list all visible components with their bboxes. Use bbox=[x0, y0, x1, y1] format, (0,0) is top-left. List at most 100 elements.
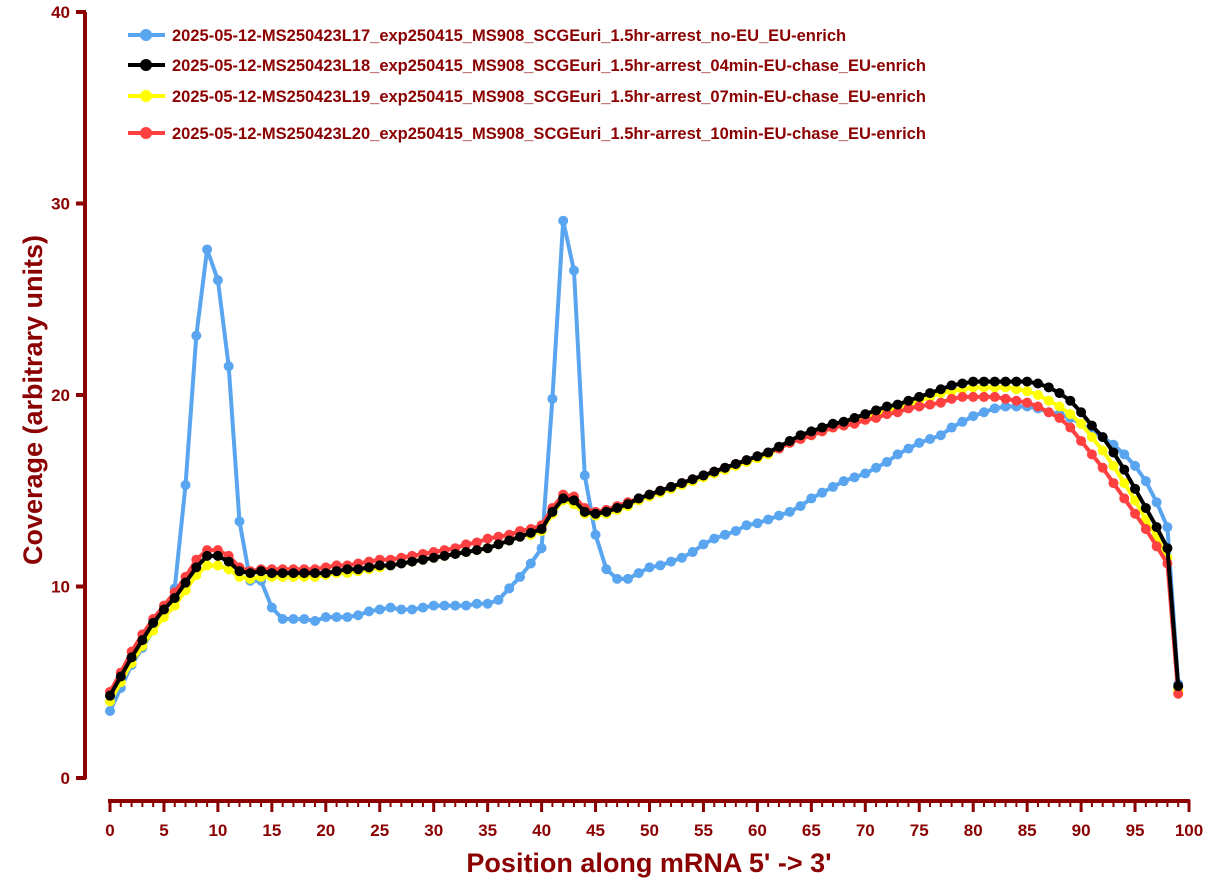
data-point bbox=[881, 409, 892, 420]
data-point bbox=[633, 493, 644, 504]
data-point bbox=[331, 612, 342, 623]
data-point bbox=[547, 393, 558, 404]
data-point bbox=[1043, 382, 1054, 393]
data-point bbox=[860, 409, 871, 420]
data-point bbox=[417, 554, 428, 565]
data-point bbox=[687, 547, 698, 558]
legend-swatch-marker bbox=[140, 29, 152, 41]
data-point bbox=[450, 548, 461, 559]
legend-swatch-marker bbox=[140, 127, 152, 139]
data-point bbox=[212, 275, 223, 286]
data-point bbox=[482, 533, 493, 544]
data-point bbox=[579, 470, 590, 481]
data-point bbox=[1076, 435, 1087, 446]
x-tick-label: 100 bbox=[1175, 821, 1203, 840]
data-point bbox=[256, 566, 267, 577]
data-point bbox=[698, 539, 709, 550]
data-point bbox=[374, 604, 385, 615]
data-point bbox=[515, 531, 526, 542]
data-point bbox=[968, 376, 979, 387]
data-point bbox=[784, 435, 795, 446]
data-point bbox=[504, 535, 515, 546]
data-point bbox=[644, 489, 655, 500]
data-point bbox=[914, 391, 925, 402]
data-point bbox=[1011, 384, 1022, 395]
data-point bbox=[903, 395, 914, 406]
x-tick-label: 5 bbox=[159, 821, 168, 840]
data-point bbox=[1108, 460, 1119, 471]
data-point bbox=[396, 558, 407, 569]
data-point bbox=[752, 451, 763, 462]
data-point bbox=[439, 550, 450, 561]
data-point bbox=[115, 671, 126, 682]
series-line bbox=[108, 218, 1181, 712]
data-point bbox=[892, 399, 903, 410]
data-point bbox=[461, 547, 472, 558]
series-line bbox=[108, 385, 1181, 703]
x-tick-label: 20 bbox=[316, 821, 335, 840]
data-point bbox=[568, 265, 579, 276]
data-point bbox=[105, 705, 115, 716]
data-point bbox=[622, 573, 633, 584]
data-point bbox=[202, 550, 213, 561]
data-point bbox=[342, 612, 353, 623]
data-point bbox=[288, 568, 299, 579]
x-tick-label: 85 bbox=[1018, 821, 1037, 840]
data-point bbox=[892, 407, 903, 418]
x-ticks: 0 5 10 15 20 25 30 35 40 45 50 55 60 65 70 75 80 85 90 95 10… bbox=[105, 800, 1203, 840]
data-point bbox=[1011, 376, 1022, 387]
data-point bbox=[612, 573, 623, 584]
data-point bbox=[471, 598, 482, 609]
data-point bbox=[1065, 422, 1076, 433]
data-point bbox=[1119, 493, 1130, 504]
data-point bbox=[849, 412, 860, 423]
y-tick-label: 20 bbox=[51, 386, 70, 405]
data-point bbox=[590, 529, 601, 540]
data-point bbox=[1032, 378, 1043, 389]
data-point bbox=[1151, 497, 1162, 508]
legend: 2025-05-12-MS250423L17_exp250415_MS908_S… bbox=[128, 27, 926, 143]
data-point bbox=[245, 568, 256, 579]
data-point bbox=[353, 610, 364, 621]
data-point bbox=[709, 533, 720, 544]
x-tick-label: 55 bbox=[694, 821, 713, 840]
data-point bbox=[806, 493, 817, 504]
data-point bbox=[1130, 483, 1141, 494]
data-point bbox=[212, 550, 223, 561]
series-line bbox=[108, 379, 1181, 697]
data-point bbox=[1043, 395, 1054, 406]
x-tick-label: 60 bbox=[748, 821, 767, 840]
data-point bbox=[827, 418, 838, 429]
data-point bbox=[925, 434, 936, 445]
data-point bbox=[1119, 478, 1130, 489]
data-point bbox=[1140, 476, 1151, 487]
data-point bbox=[968, 391, 979, 402]
data-point bbox=[277, 568, 288, 579]
x-axis-title: Position along mRNA 5' -> 3' bbox=[466, 848, 831, 878]
data-point bbox=[461, 600, 472, 611]
data-point bbox=[871, 462, 882, 473]
data-point bbox=[1011, 395, 1022, 406]
data-point bbox=[202, 244, 213, 255]
data-point bbox=[547, 506, 558, 517]
data-point bbox=[730, 458, 741, 469]
data-point bbox=[288, 614, 299, 625]
data-point bbox=[773, 441, 784, 452]
data-point bbox=[1097, 462, 1108, 473]
x-tick-label: 50 bbox=[640, 821, 659, 840]
series-1 bbox=[105, 215, 1184, 716]
data-point bbox=[439, 600, 450, 611]
legend-label: 2025-05-12-MS250423L18_exp250415_MS908_S… bbox=[172, 57, 926, 75]
data-point bbox=[1086, 449, 1097, 460]
data-point bbox=[320, 612, 331, 623]
x-tick-label: 95 bbox=[1126, 821, 1145, 840]
data-point bbox=[1151, 522, 1162, 533]
data-point bbox=[978, 407, 989, 418]
data-point bbox=[223, 564, 234, 575]
data-point bbox=[590, 508, 601, 519]
data-point bbox=[946, 380, 957, 391]
data-point bbox=[396, 604, 407, 615]
data-point bbox=[1032, 401, 1043, 412]
data-point bbox=[687, 474, 698, 485]
data-point bbox=[180, 480, 191, 491]
